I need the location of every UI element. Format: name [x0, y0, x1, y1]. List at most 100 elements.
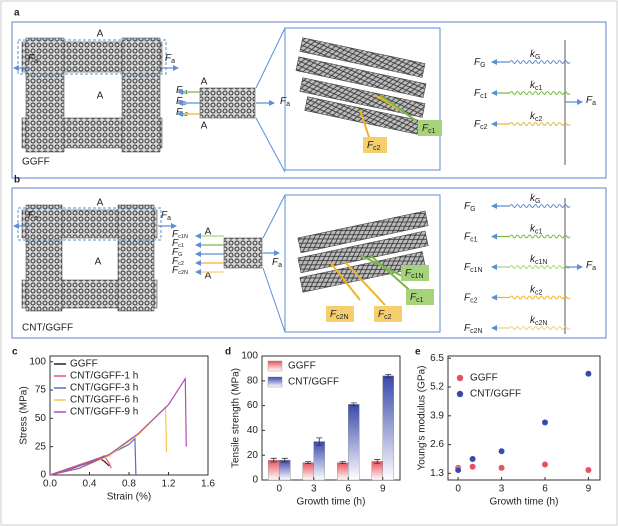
label-main: F [378, 309, 385, 320]
label-main: F [474, 119, 481, 130]
label-main: F [464, 231, 471, 242]
label-sub: c1 [470, 236, 478, 243]
callout-label: Fc2 [367, 140, 381, 152]
label-sub: c1 [178, 243, 184, 249]
cross-label: A [97, 91, 104, 102]
label-main: F [330, 309, 337, 320]
spring-force-label: Fc1 [474, 88, 488, 100]
label-sub: c1 [535, 85, 543, 92]
y-tick-label: 25 [35, 441, 47, 452]
label-main: F [586, 95, 593, 106]
label-sub: c2 [535, 116, 543, 123]
point [541, 418, 549, 426]
label-sub: a [34, 58, 38, 65]
force-label: Fc1 [172, 238, 184, 250]
label-main: F [28, 53, 35, 64]
bar [268, 459, 280, 481]
bar [382, 375, 394, 481]
zoom-line [255, 27, 286, 173]
label-main: F [586, 260, 593, 271]
force-label: Fc2N [172, 265, 188, 277]
label-sub: a [34, 215, 38, 222]
cross-label: A [97, 29, 104, 40]
label-main: k [530, 193, 536, 204]
label-main: F [464, 292, 471, 303]
bar [371, 461, 383, 481]
label-sub: a [592, 100, 596, 107]
x-tick-label: 9 [586, 484, 592, 495]
bar [279, 459, 291, 481]
legend-label: CNT/GGFF-9 h [70, 407, 138, 418]
callout-box [363, 137, 387, 153]
force-label: Fa [161, 210, 171, 222]
force-label: Fa [272, 257, 282, 269]
force-label: Fa [586, 95, 596, 107]
callout-box [326, 306, 354, 322]
zoom-line [262, 194, 286, 333]
cross-label: A [97, 198, 104, 209]
panel-a-box [11, 21, 607, 179]
force-arrow [329, 261, 386, 306]
y-tick-label: 100 [29, 356, 46, 367]
y-tick-label: 20 [247, 450, 259, 461]
label-sub: c2 [373, 145, 381, 152]
y-tick-label: 1.3 [430, 468, 444, 479]
y-axis-title: Stress (MPa) [19, 386, 30, 444]
plot-frame [261, 355, 401, 481]
bar [348, 404, 360, 481]
series-line [49, 376, 187, 476]
point [541, 461, 549, 468]
error-bar [305, 461, 312, 465]
label-main: k [530, 49, 536, 60]
error-bar [316, 437, 323, 446]
yarn-section [199, 87, 256, 119]
point [469, 455, 477, 463]
label-main: k [530, 111, 536, 122]
y-tick-label: 3.9 [430, 410, 444, 421]
x-tick-label: 0.4 [83, 479, 97, 490]
label-main: F [172, 265, 179, 276]
label-sub: G [480, 62, 485, 69]
label-sub: G [535, 54, 540, 61]
label-sub: c1 [182, 90, 188, 96]
error-bar [339, 461, 346, 465]
y-tick-label: 0 [40, 470, 46, 481]
legend-label: CNT/GGFF [288, 377, 339, 388]
label-sub: c1N [535, 259, 547, 266]
error-bar [374, 459, 381, 464]
label-main: F [280, 96, 287, 107]
x-tick-label: 0.8 [122, 479, 136, 490]
spring [509, 91, 571, 95]
label-sub: a [167, 215, 171, 222]
spring [509, 60, 571, 64]
x-axis-title: Growth time (h) [297, 497, 366, 508]
point [469, 463, 477, 471]
label-main: F [172, 247, 179, 258]
x-tick-label: 0.0 [43, 479, 57, 490]
spring [509, 295, 571, 300]
label-sub: G [535, 198, 540, 205]
label-sub: c2N [336, 314, 348, 321]
force-label: Fa [586, 260, 596, 272]
y-tick-label: 40 [247, 425, 259, 436]
label-main: F [464, 201, 471, 212]
label-main: k [530, 315, 536, 326]
force-label: Fa [28, 53, 38, 65]
x-tick-label: 6 [345, 484, 351, 495]
callout-label: Fc2 [378, 309, 392, 321]
yarn-section [223, 237, 263, 269]
y-tick-label: 75 [35, 385, 47, 396]
legend-label: CNT/GGFF-3 h [70, 383, 138, 394]
force-label: Fc2 [172, 256, 184, 268]
label-main: F [28, 210, 35, 221]
x-tick-label: 6 [542, 484, 548, 495]
label-main: F [172, 238, 179, 249]
cross-label: A [95, 257, 102, 268]
bar [313, 441, 325, 481]
callout-label: Fc1N [405, 268, 424, 280]
x-tick-label: 0 [276, 484, 282, 495]
label-main: F [410, 292, 417, 303]
legend-label: GGFF [288, 361, 316, 372]
spring-constant-label: kc2 [530, 284, 543, 296]
spring [509, 204, 571, 208]
